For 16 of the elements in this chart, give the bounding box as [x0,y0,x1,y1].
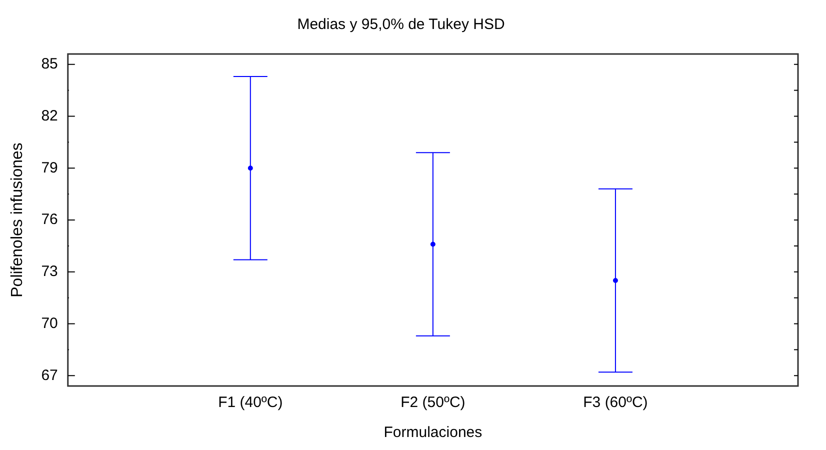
y-tick-label: 67 [41,366,58,384]
x-axis-title: Formulaciones [384,424,482,442]
chart-title: Medias y 95,0% de Tukey HSD [297,16,505,34]
x-tick-label: F3 (60ºC) [583,394,648,412]
point [248,166,253,171]
y-tick-label: 76 [41,211,58,228]
point [430,242,436,247]
y-tick-label: 70 [41,314,58,332]
y-axis-title: Polifenoles infusiones [9,142,26,298]
y-tick-label: 85 [41,56,58,73]
x-tick-label: F2 (50ºC) [400,394,466,412]
y-tick-label: 79 [41,159,58,176]
y-tick-label: 73 [41,263,58,280]
point [612,278,618,284]
x-tick-label: F1 (40ºC) [218,394,283,412]
y-tick-label: 82 [41,107,58,124]
